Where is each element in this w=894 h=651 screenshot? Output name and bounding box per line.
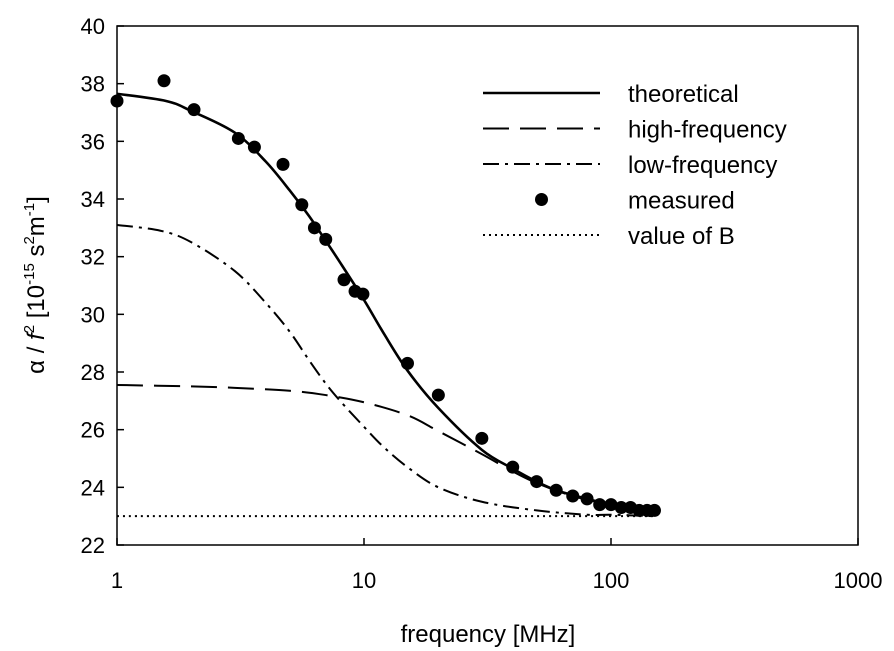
measured-point — [475, 431, 489, 445]
y-axis-title-f: f — [23, 331, 50, 340]
y-axis-title-exp-minus15: -15 — [21, 263, 38, 285]
measured-point — [614, 501, 628, 515]
measured-point — [187, 103, 201, 117]
y-axis-title-s: s — [23, 245, 50, 264]
x-tick-label: 100 — [593, 568, 630, 593]
y-tick-label: 34 — [81, 187, 105, 212]
legend-measured-marker — [535, 193, 548, 206]
measured-point — [647, 503, 661, 517]
legend-theoretical-label: theoretical — [628, 81, 739, 108]
x-tick-label: 1 — [111, 568, 123, 593]
y-axis-title-exp2b: 2 — [21, 236, 38, 244]
axis-ticks: 1 10 100 1000 22 24 26 28 30 32 34 36 38 40 — [81, 14, 883, 593]
x-tick-label: 10 — [352, 568, 376, 593]
legend-high-frequency-label: high-frequency — [628, 117, 787, 144]
plot-frame — [116, 25, 859, 546]
measured-point — [431, 388, 445, 402]
measured-point — [400, 356, 414, 370]
low-frequency-line — [116, 223, 655, 518]
x-tick-label: 1000 — [834, 568, 883, 593]
y-axis-title-m: m — [23, 216, 50, 236]
measured-point — [247, 140, 261, 154]
plot-area — [116, 25, 859, 546]
y-axis-title-bracket-close: ] — [23, 196, 50, 203]
measured-point — [530, 475, 544, 489]
measured-point — [506, 460, 520, 474]
y-axis-title-bracket-open: [10 — [23, 285, 50, 325]
theoretical-line — [116, 92, 655, 512]
measured-point — [356, 287, 370, 301]
y-tick-label: 38 — [81, 72, 105, 97]
measured-point — [276, 157, 290, 171]
measured-point — [580, 492, 594, 506]
measured-point — [319, 232, 333, 246]
legend-measured-label: measured — [628, 188, 735, 215]
measured-point — [231, 131, 245, 145]
y-axis-title-exp-minus1: -1 — [21, 203, 38, 216]
y-tick-label: 28 — [81, 360, 105, 385]
y-tick-label: 24 — [81, 475, 105, 500]
measured-point — [604, 498, 618, 512]
measured-point — [593, 498, 607, 512]
legend-low-frequency-label: low-frequency — [628, 152, 777, 179]
y-tick-label: 32 — [81, 245, 105, 270]
measured-point — [337, 273, 351, 287]
y-tick-label: 26 — [81, 418, 105, 443]
measured-point — [566, 489, 580, 503]
y-axis-title-alpha: α — [23, 360, 50, 374]
high-frequency-line — [116, 383, 655, 512]
legend-value-of-b-label: value of B — [628, 223, 735, 250]
y-axis-title-exp2: 2 — [21, 325, 38, 333]
x-axis-title: frequency [MHz] — [401, 621, 576, 648]
measured-point — [307, 221, 321, 235]
y-tick-label: 36 — [81, 129, 105, 154]
y-tick-label: 40 — [81, 14, 105, 39]
y-tick-label: 22 — [81, 533, 105, 558]
measured-point — [157, 74, 171, 88]
series-layer — [110, 74, 661, 518]
y-axis-title: α / f2 [10-15 s2m-1] — [21, 196, 50, 374]
measured-point — [110, 94, 124, 108]
measured-point — [295, 198, 309, 212]
y-axis-title-slash: / — [23, 340, 50, 360]
legend: theoretical high-frequency low-frequency me… — [483, 81, 787, 250]
y-tick-label: 30 — [81, 302, 105, 327]
measured-point — [549, 483, 563, 497]
